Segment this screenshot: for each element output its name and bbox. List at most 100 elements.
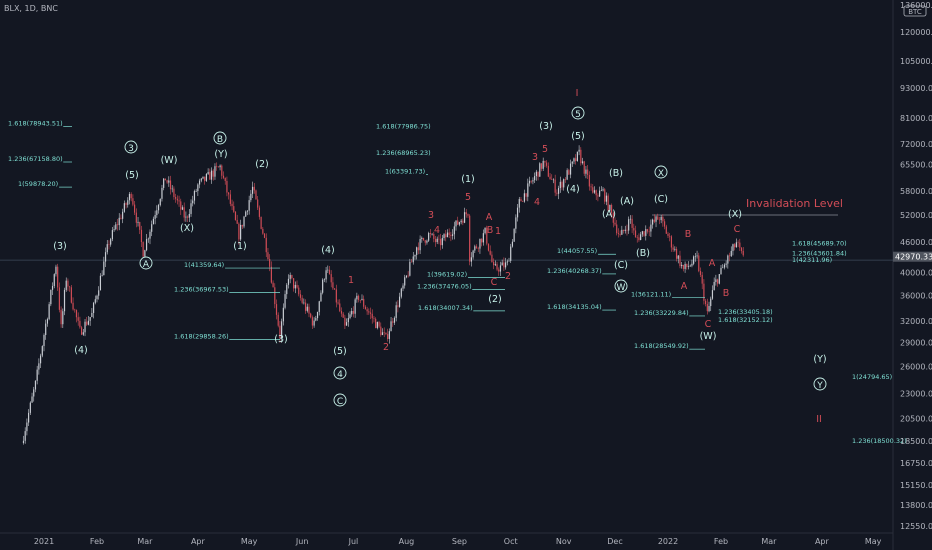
candle-body xyxy=(116,224,119,226)
candle-body xyxy=(617,233,620,234)
wave-label-circle xyxy=(213,131,227,145)
wave-label: (A) xyxy=(602,209,616,220)
candle-body xyxy=(246,210,249,212)
fib-level-label: 1.236(68965.23) xyxy=(376,149,431,157)
candle-body xyxy=(440,239,442,246)
candle-body xyxy=(667,233,669,236)
grid xyxy=(0,0,894,550)
candle-body xyxy=(728,255,731,257)
candle-body xyxy=(87,320,90,325)
wave-label: (4) xyxy=(74,345,87,356)
candle-body xyxy=(375,318,377,329)
candle-body xyxy=(395,305,397,318)
wave-label: (2) xyxy=(488,294,501,305)
candle-body xyxy=(628,219,630,231)
candle-body xyxy=(53,274,55,287)
candle-body xyxy=(147,238,149,240)
price-tick-label: 81000.00 xyxy=(900,114,932,123)
candle-body xyxy=(636,237,638,238)
wave-label: (Y) xyxy=(813,354,826,365)
wave-label: B xyxy=(487,225,494,236)
candle-body xyxy=(462,220,464,223)
candle-body xyxy=(67,280,69,287)
candle-body xyxy=(441,238,443,246)
candle-body xyxy=(115,224,117,230)
candle-body xyxy=(523,193,525,202)
candle-body xyxy=(540,163,543,169)
candle-body xyxy=(219,165,221,168)
wave-label-circle xyxy=(124,140,138,154)
candle-body xyxy=(63,289,66,312)
candle-body xyxy=(686,263,688,268)
candle-body xyxy=(207,172,209,175)
price-tick-label: 65500.00 xyxy=(900,160,932,169)
candle-body xyxy=(653,219,655,222)
candle-body xyxy=(28,412,30,423)
candle-body xyxy=(450,234,452,236)
wave-label-circle xyxy=(333,366,347,380)
candle-body xyxy=(453,226,455,235)
candle-body xyxy=(157,204,160,211)
candle-body xyxy=(640,234,642,241)
candle-body xyxy=(263,233,266,238)
price-tick-label: 36000.00 xyxy=(900,291,932,300)
candle-body xyxy=(101,275,103,276)
candle-body xyxy=(409,261,411,276)
candle-body xyxy=(238,223,240,240)
fib-level-label: 1.236(33405.18) xyxy=(718,308,773,316)
candle-body xyxy=(240,224,242,240)
candle-body xyxy=(575,158,577,161)
candle-body xyxy=(705,300,707,305)
candle-body xyxy=(556,192,558,194)
candle-body xyxy=(45,323,47,336)
invalidation-label: Invalidation Level xyxy=(746,197,843,210)
wave-label: (W) xyxy=(161,155,178,166)
candle-body xyxy=(337,302,339,304)
price-tick-label: 58000.00 xyxy=(900,187,932,196)
fib-level-label: 1(39619.02) xyxy=(427,270,467,278)
candle-body xyxy=(626,229,628,231)
candle-body xyxy=(687,266,690,268)
candle-body xyxy=(204,176,206,181)
candle-body xyxy=(351,310,353,315)
wave-label: I xyxy=(576,88,579,99)
candle-body xyxy=(438,238,440,240)
candle-body xyxy=(715,279,717,282)
candle-body xyxy=(46,319,49,324)
candle-body xyxy=(24,431,26,441)
candle-body xyxy=(443,234,445,239)
wave-label: A xyxy=(681,281,688,292)
candle-body xyxy=(470,257,472,262)
candle-body xyxy=(585,169,587,174)
price-axis[interactable]: 120000.00 105000.00 93000.00 81000.00 72000.… xyxy=(900,28,932,531)
candle-body xyxy=(210,170,213,180)
candle-body xyxy=(426,240,428,243)
candle-body xyxy=(96,295,98,300)
candle-body xyxy=(228,192,230,195)
candle-body xyxy=(352,310,355,314)
candle-body xyxy=(322,279,324,293)
time-tick-label: Mar xyxy=(761,537,777,546)
candle-body xyxy=(72,302,74,310)
candle-body xyxy=(296,284,298,288)
candle-body xyxy=(332,282,334,289)
candle-body xyxy=(597,195,599,197)
wave-label: C xyxy=(337,397,343,407)
candle-body xyxy=(716,279,719,284)
candle-body xyxy=(710,298,712,307)
candle-body xyxy=(293,278,295,289)
candle-body xyxy=(576,151,578,161)
candle-body xyxy=(445,234,447,238)
candle-body xyxy=(57,266,59,288)
candle-body xyxy=(51,286,54,290)
candle-body xyxy=(648,231,650,233)
candle-body xyxy=(287,278,290,285)
candle-body xyxy=(253,186,255,191)
wave-label: C xyxy=(705,319,712,330)
candle-body xyxy=(552,179,555,181)
fib-level-label: 1(63391.73) xyxy=(385,168,425,176)
time-axis[interactable]: 2021 Feb Mar Apr May Jun Jul Aug Sep Oct Nov Dec 202… xyxy=(34,537,882,546)
candle-body xyxy=(429,233,431,234)
wave-label: B xyxy=(685,229,692,240)
